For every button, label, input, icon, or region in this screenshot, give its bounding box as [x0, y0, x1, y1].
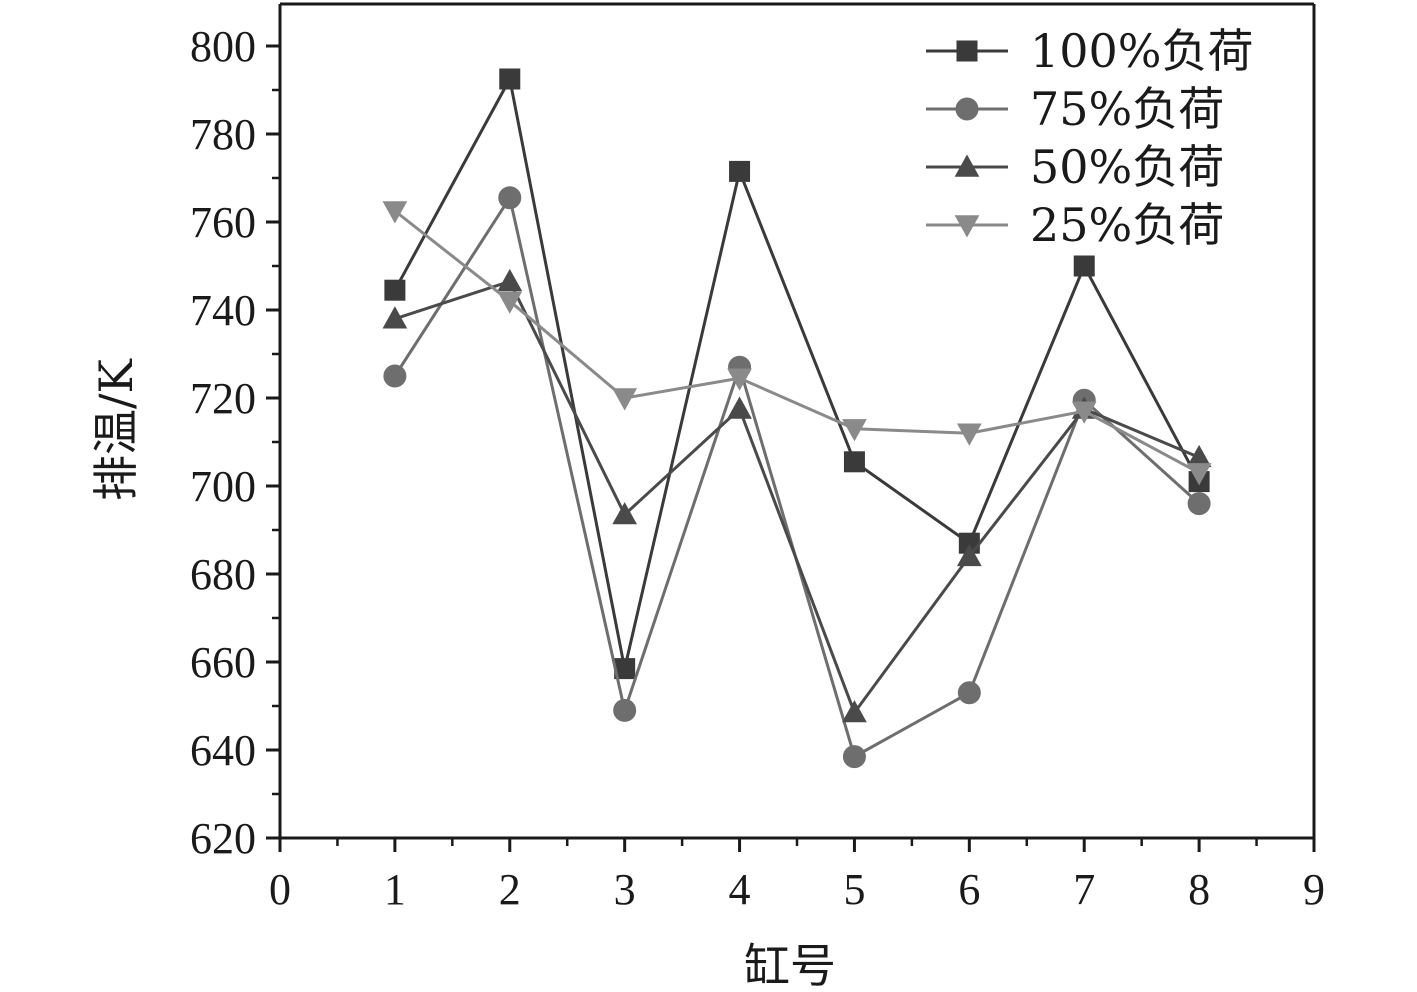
data-point-marker — [499, 68, 521, 90]
y-tick-label: 680 — [190, 550, 256, 599]
data-point-marker — [1186, 463, 1212, 486]
x-tick-label: 8 — [1188, 865, 1210, 914]
data-point-marker — [957, 681, 981, 705]
data-point-marker — [612, 388, 638, 411]
data-point-marker — [727, 396, 752, 419]
x-tick-label: 1 — [384, 865, 406, 914]
legend-label: 50%负荷 — [1030, 140, 1224, 194]
legend-entry: 75%负荷 — [926, 82, 1224, 136]
data-point-marker — [382, 306, 408, 329]
legend-marker — [954, 215, 980, 238]
x-tick-label: 0 — [269, 865, 291, 914]
legend-label: 100%负荷 — [1030, 24, 1254, 78]
data-point-marker — [842, 700, 867, 723]
legend-entry: 50%负荷 — [926, 140, 1224, 194]
x-tick-label: 2 — [499, 865, 521, 914]
data-point-marker — [729, 160, 751, 182]
series-layer — [382, 68, 1212, 769]
data-point-marker — [1071, 401, 1097, 424]
data-point-marker — [1187, 492, 1211, 516]
data-point-marker — [843, 451, 865, 473]
series-line — [393, 74, 1201, 669]
legend-marker — [956, 40, 978, 62]
data-point-marker — [497, 268, 523, 292]
series-4 — [382, 201, 1212, 486]
legend-label: 75%负荷 — [1030, 82, 1224, 136]
y-tick-label: 740 — [190, 286, 256, 335]
series-3 — [382, 268, 1212, 723]
legend-entry: 25%负荷 — [926, 198, 1224, 252]
x-tick-label: 9 — [1303, 865, 1325, 914]
data-point-marker — [613, 698, 637, 722]
legend-marker — [954, 154, 980, 177]
x-axis-ticks: 0 1 2 3 4 5 6 7 8 9 — [269, 838, 1325, 914]
y-tick-label: 800 — [190, 22, 256, 71]
data-point-marker — [384, 279, 406, 301]
x-tick-label: 6 — [958, 865, 980, 914]
data-point-marker — [727, 368, 752, 391]
y-tick-label: 720 — [190, 374, 256, 423]
data-point-marker — [1073, 255, 1095, 277]
data-point-marker — [956, 543, 982, 567]
series-line — [393, 209, 1200, 475]
x-axis-title: 缸号 — [744, 939, 836, 992]
y-axis-title: 排温/K — [89, 357, 143, 500]
x-tick-label: 5 — [843, 865, 865, 914]
x-tick-label: 7 — [1073, 865, 1095, 914]
data-point-marker — [612, 502, 638, 525]
y-tick-label: 780 — [190, 110, 256, 159]
data-point-marker — [842, 419, 867, 442]
data-point-marker — [498, 186, 522, 210]
x-tick-label: 3 — [614, 865, 636, 914]
data-point-marker — [383, 364, 407, 388]
series-line — [394, 279, 1200, 716]
legend-entry: 100%负荷 — [926, 24, 1254, 78]
legend-label: 25%负荷 — [1030, 198, 1224, 252]
y-axis-ticks: 620 640 660 680 700 720 740 760 780 800 — [190, 22, 280, 863]
y-tick-label: 700 — [190, 462, 256, 511]
y-tick-label: 660 — [190, 638, 256, 687]
data-point-marker — [382, 201, 408, 224]
data-point-marker — [956, 423, 982, 446]
data-point-marker — [497, 291, 523, 314]
y-tick-label: 640 — [190, 726, 256, 775]
y-tick-label: 620 — [190, 814, 256, 863]
x-tick-label: 4 — [729, 865, 751, 914]
data-point-marker — [842, 745, 866, 769]
legend-marker — [955, 97, 979, 121]
y-tick-label: 760 — [190, 198, 256, 247]
